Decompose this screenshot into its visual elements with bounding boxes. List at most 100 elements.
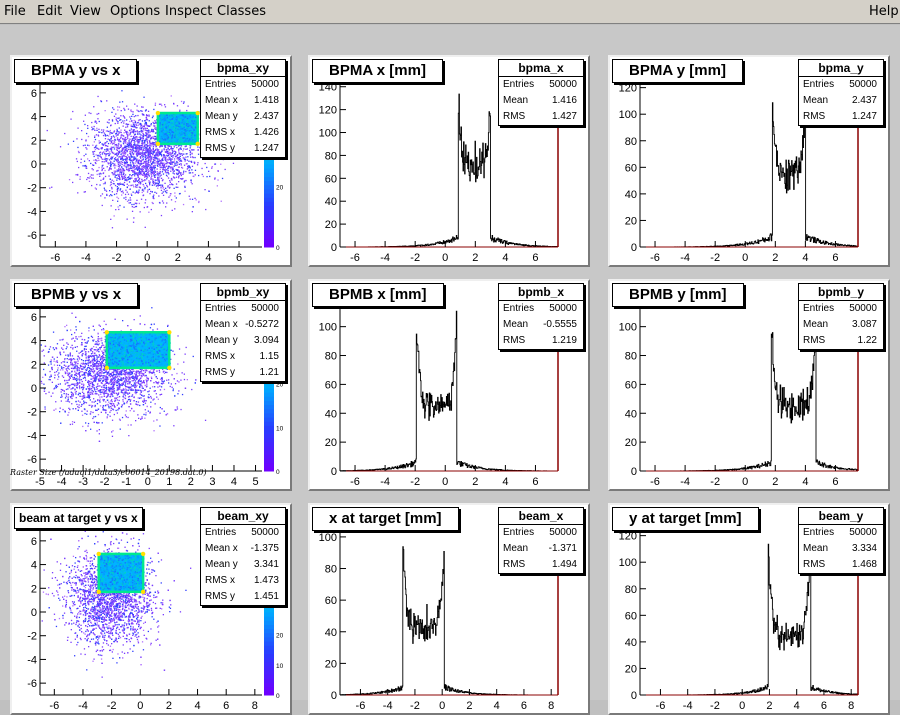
stats-key: RMS y: [205, 141, 235, 157]
x-tick-label: 8: [848, 700, 854, 712]
x-tick-label: 6: [236, 252, 242, 264]
menu-view[interactable]: View: [70, 4, 101, 19]
y-tick-label: 20: [325, 437, 337, 449]
x-tick-label: 4: [802, 252, 808, 264]
stats-value: 3.094: [254, 333, 279, 349]
stats-value: 1.427: [552, 109, 577, 125]
x-tick-label: -6: [49, 700, 59, 712]
x-tick-label: -4: [380, 476, 390, 488]
x-tick-label: -2: [710, 476, 720, 488]
palette-tick-label: 10: [276, 663, 284, 670]
x-tick-label: -6: [656, 700, 666, 712]
y-tick-label: 2: [31, 583, 37, 595]
stats-key: RMS: [803, 557, 825, 573]
stats-key: Mean: [803, 93, 828, 109]
stats-row: Mean-0.5555: [499, 317, 583, 333]
stats-row: Mean -1.371: [499, 541, 583, 557]
y-tick-label: 40: [325, 196, 337, 208]
stats-value: 1.15: [260, 349, 279, 365]
y-tick-label: 140: [319, 82, 337, 94]
stats-key: RMS: [503, 557, 525, 573]
y-tick-label: 80: [325, 564, 337, 576]
y-tick-label: 60: [625, 162, 637, 174]
y-tick-label: -6: [27, 454, 37, 466]
stats-row: Mean x-0.5272: [201, 317, 285, 333]
x-tick-label: -2: [410, 252, 420, 264]
stats-key: RMS: [803, 333, 825, 349]
y-tick-label: 4: [31, 112, 37, 124]
x-tick-label: -5: [35, 476, 45, 488]
y-tick-label: 0: [631, 690, 637, 702]
x-tick-label: -2: [100, 476, 110, 488]
menu-bar: File Edit View Options Inspect Classes H…: [0, 0, 900, 24]
x-tick-label: 2: [188, 476, 194, 488]
stats-row: RMS 1.468: [799, 557, 883, 573]
menu-edit[interactable]: Edit: [37, 4, 62, 19]
y-tick-label: 60: [325, 379, 337, 391]
stats-title: bpma_x: [499, 60, 583, 77]
plot-title: BPMB y vs x: [14, 283, 138, 307]
menu-options[interactable]: Options: [110, 4, 160, 19]
x-tick-label: -2: [410, 476, 420, 488]
stats-value: 50000: [251, 525, 279, 541]
stats-value: 1.426: [254, 125, 279, 141]
palette-tick-label: 0: [276, 693, 280, 700]
y-tick-label: 20: [625, 663, 637, 675]
x-tick-label: -6: [50, 252, 60, 264]
y-tick-label: 100: [319, 322, 337, 334]
stats-value: 3.334: [852, 541, 877, 557]
y-tick-label: 2: [31, 359, 37, 371]
stats-key: Mean x: [205, 93, 238, 109]
stats-value: 3.087: [852, 317, 877, 333]
stats-value: 1.468: [852, 557, 877, 573]
x-tick-label: -3: [78, 476, 88, 488]
stats-key: Entries: [503, 525, 534, 541]
y-tick-label: 0: [31, 159, 37, 171]
y-tick-label: -4: [27, 206, 37, 218]
stats-key: Mean y: [205, 557, 238, 573]
menu-classes[interactable]: Classes: [217, 4, 266, 19]
stats-value: -1.371: [549, 541, 577, 557]
stats-title: beam_y: [799, 508, 883, 525]
y-tick-label: 100: [619, 557, 637, 569]
x-tick-label: -4: [680, 252, 690, 264]
x-tick-label: 0: [144, 252, 150, 264]
y-tick-label: -6: [27, 678, 37, 690]
stats-value: -0.5555: [543, 317, 577, 333]
y-tick-label: 120: [319, 105, 337, 117]
menu-file[interactable]: File: [4, 4, 26, 19]
x-tick-label: -2: [107, 700, 117, 712]
histogram-line: [640, 331, 858, 472]
menu-help[interactable]: Help: [869, 4, 899, 19]
y-tick-label: 0: [31, 383, 37, 395]
x-tick-label: 2: [466, 700, 472, 712]
stats-key: RMS x: [205, 125, 235, 141]
raster-core: [156, 111, 200, 146]
stats-value: 1.21: [260, 365, 279, 381]
stats-key: Mean: [503, 541, 528, 557]
x-tick-label: 8: [252, 700, 258, 712]
menu-inspect[interactable]: Inspect: [165, 4, 212, 19]
stats-title: bpma_xy: [201, 60, 285, 77]
